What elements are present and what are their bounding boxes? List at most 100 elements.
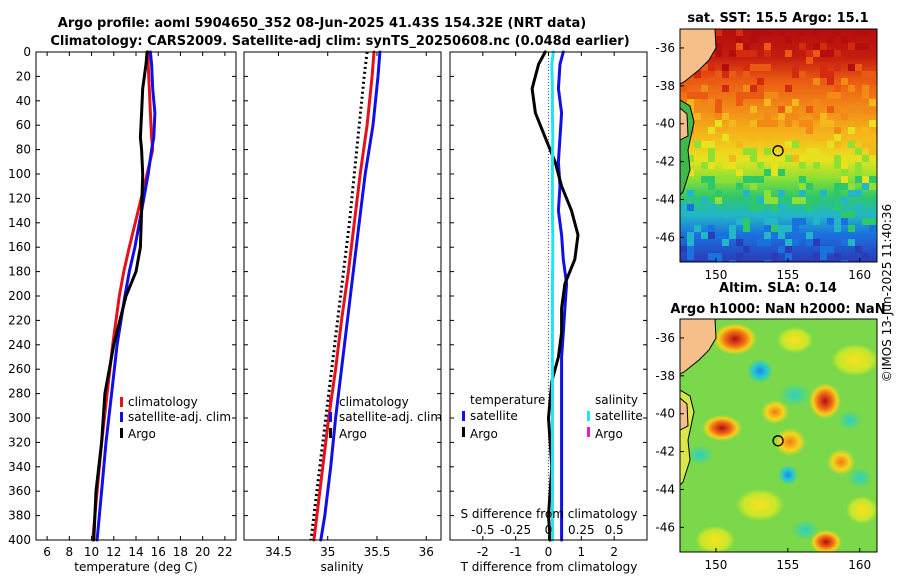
sla-eddy — [713, 323, 757, 355]
series-line-temperature-argo — [530, 50, 580, 542]
sst-field-cell — [722, 176, 729, 183]
ytick-label: 180 — [8, 265, 31, 279]
sst-field-cell — [715, 260, 722, 262]
sst-field-cell — [708, 225, 715, 232]
ytick-label: 200 — [8, 289, 31, 303]
sst-field-cell — [806, 239, 813, 246]
sst-field-cell — [862, 85, 869, 92]
sst-field-cell — [694, 225, 701, 232]
sla-eddy — [747, 359, 773, 383]
sst-field-cell — [799, 120, 806, 127]
legend-swatch-satellite — [120, 412, 123, 422]
sst-field-cell — [785, 113, 792, 120]
sst-field-cell — [785, 239, 792, 246]
sst-field-cell — [729, 155, 736, 162]
sst-field-cell — [785, 106, 792, 113]
map-xtick-label: 160 — [848, 268, 871, 282]
sst-field-cell — [715, 71, 722, 78]
sst-field-cell — [834, 218, 841, 225]
sst-field-cell — [722, 232, 729, 239]
sst-field-cell — [743, 176, 750, 183]
sst-field-cell — [708, 253, 715, 260]
sst-field-cell — [687, 246, 694, 253]
sst-field-cell — [750, 50, 757, 57]
ytick-label: 40 — [16, 94, 31, 108]
ytick-label: 280 — [8, 387, 31, 401]
sst-field-cell — [820, 155, 827, 162]
temperature-panel: 0 20 40 60 80 100 120 140 160 180 200 220 240 260 280 3… — [8, 45, 237, 574]
sst-field-cell — [764, 190, 771, 197]
difference-series — [530, 50, 580, 542]
map-ytick-label: -36 — [655, 331, 675, 345]
sst-field-cell — [764, 113, 771, 120]
sst-field-cell — [813, 211, 820, 218]
sst-field-cell — [827, 36, 834, 43]
sst-field-cell — [736, 183, 743, 190]
legend-label-argo: Argo — [339, 427, 367, 441]
sst-field-cell — [792, 225, 799, 232]
figure-title-line1: Argo profile: aoml 5904650_352 08-Jun-20… — [58, 16, 586, 31]
xtick-label: 0 — [545, 545, 553, 559]
sst-field-cell — [687, 253, 694, 260]
sst-field-cell — [813, 253, 820, 260]
xtick-label: 14 — [128, 545, 143, 559]
sst-field-cell — [694, 106, 701, 113]
sst-field-cell — [736, 141, 743, 148]
sst-field-cell — [841, 36, 848, 43]
difference-xticks: -2 -1 0 1 2 — [477, 52, 618, 559]
difference-yticks — [450, 51, 647, 541]
sst-field-cell — [708, 127, 715, 134]
sst-field-cell — [827, 106, 834, 113]
xtick-label: 1 — [578, 545, 586, 559]
ytick-label: 20 — [16, 69, 31, 83]
sst-field-cell — [834, 134, 841, 141]
sst-field-cell — [792, 218, 799, 225]
sst-field-cell — [827, 92, 834, 99]
figure-title-line2: Climatology: CARS2009. Satellite-adj cli… — [50, 34, 629, 49]
sst-field-cell — [722, 134, 729, 141]
sst-field-cell — [869, 71, 876, 78]
salinity-legend: climatology satellite-adj. clim Argo — [329, 395, 442, 441]
sst-field-cell — [841, 211, 848, 218]
series-line-temperature-satellite — [556, 50, 569, 542]
sla-eddy — [791, 520, 819, 540]
ytick-label: 240 — [8, 338, 31, 352]
sst-field-cell — [813, 78, 820, 85]
sst-field-cell — [862, 127, 869, 134]
sst-field-cell — [764, 225, 771, 232]
sst-field-cell — [764, 148, 771, 155]
sla-eddy — [846, 496, 877, 524]
legend-swatch-climatology — [120, 397, 123, 407]
sst-field-cell — [743, 64, 750, 71]
sst-field-cell — [841, 239, 848, 246]
sst-field-cell — [778, 246, 785, 253]
sst-field-cell — [778, 225, 785, 232]
sst-field-cell — [764, 64, 771, 71]
sst-field-cell — [848, 239, 855, 246]
series-line-argo — [309, 51, 369, 541]
temperature-difference-xlabel: T difference from climatology — [460, 560, 638, 574]
sst-map-ticks: 150 155 160 -36 -38 -40 -42 -44 -46 — [655, 41, 871, 282]
sst-field-cell — [848, 127, 855, 134]
ytick-label: 380 — [8, 509, 31, 523]
map-ytick-label: -46 — [655, 230, 675, 244]
sst-field-cell — [785, 141, 792, 148]
series-line-climatology — [91, 50, 155, 542]
sla-eddy — [779, 383, 811, 407]
sst-field-cell — [771, 218, 778, 225]
sst-field-cell — [806, 57, 813, 64]
sst-field-cell — [834, 211, 841, 218]
sst-field-cell — [750, 148, 757, 155]
sst-field-cell — [820, 50, 827, 57]
sst-field-cell — [862, 141, 869, 148]
sst-field-cell — [701, 92, 708, 99]
sst-field-cell — [729, 260, 736, 262]
sst-field-cell — [785, 50, 792, 57]
sst-field-cell — [806, 260, 813, 262]
sst-field-cell — [701, 64, 708, 71]
sst-field-cell — [848, 211, 855, 218]
sst-field-cell — [708, 197, 715, 204]
sst-field-cell — [855, 148, 862, 155]
sst-field-cell — [848, 225, 855, 232]
sst-field-cell — [750, 106, 757, 113]
